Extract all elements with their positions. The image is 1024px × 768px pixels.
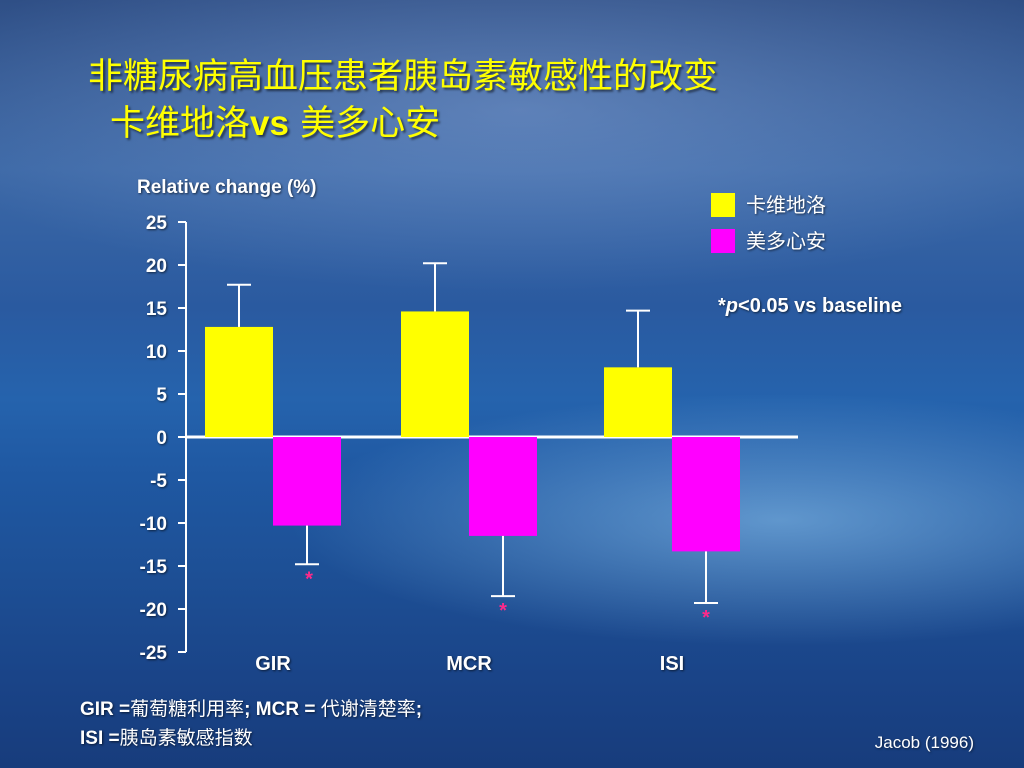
citation: Jacob (1996) — [874, 733, 974, 752]
title-vs: vs — [250, 104, 289, 143]
y-tick-label: 0 — [156, 428, 167, 449]
significance-note: *p<0.05 vs baseline — [718, 295, 902, 317]
y-tick-label: -5 — [150, 471, 167, 492]
significance-note-text: <0.05 vs baseline — [738, 295, 902, 317]
footnote-line2: ISI =胰岛素敏感指数 — [80, 727, 253, 749]
footnote-gir-abbr: GIR = — [80, 699, 131, 720]
footnote-isi-def: 胰岛素敏感指数 — [119, 727, 253, 749]
chart-axes: 25 20 15 10 5 0 -5 -10 -15 -20 -25 — [140, 213, 798, 664]
title-drug-a: 卡维地洛 — [110, 104, 251, 144]
significance-star-gir: * — [305, 568, 313, 590]
legend-swatch-series2 — [711, 229, 735, 253]
bar-gir-series2 — [273, 437, 341, 526]
significance-note-p: p — [725, 295, 738, 317]
footnote-gir-def: 葡萄糖利用率 — [130, 698, 245, 720]
footnote-mcr-def: 代谢清楚率 — [320, 698, 416, 720]
title-drug-b: 美多心安 — [288, 104, 441, 144]
legend-label-series2: 美多心安 — [746, 229, 826, 253]
significance-star-isi: * — [702, 607, 710, 629]
bar-mcr-series1 — [401, 311, 469, 437]
y-tick-label: -20 — [140, 600, 167, 621]
y-tick-label: 20 — [146, 256, 167, 277]
significance-star-mcr: * — [499, 600, 507, 622]
y-tick-label: -15 — [140, 557, 168, 578]
x-category-label-gir: GIR — [255, 653, 291, 675]
x-category-label-mcr: MCR — [446, 653, 492, 675]
footnote-line1: GIR =葡萄糖利用率; MCR = 代谢清楚率; — [80, 698, 423, 720]
y-tick-label: 5 — [156, 385, 167, 406]
bar-isi-series2 — [672, 437, 740, 552]
footnote-isi-abbr: ISI = — [80, 728, 120, 749]
slide-title-line1: 非糖尿病高血压患者胰岛素敏感性的改变 — [88, 57, 719, 97]
chart-bars: * GIR * MCR * ISI — [205, 262, 740, 675]
y-tick-label: -25 — [140, 643, 168, 664]
footnote-mcr-abbr: ; MCR = — [244, 699, 321, 720]
y-axis-title: Relative change (%) — [137, 177, 317, 198]
y-tick-label: 15 — [146, 299, 168, 320]
y-tick-label: -10 — [140, 514, 167, 535]
bar-isi-series1 — [604, 367, 672, 437]
significance-note-star: * — [718, 295, 726, 317]
footnote-sep: ; — [415, 699, 423, 720]
bar-mcr-series2 — [469, 437, 537, 536]
bar-gir-series1 — [205, 326, 273, 437]
slide-title-line2: 卡维地洛vs 美多心安 — [110, 106, 440, 142]
x-category-label-isi: ISI — [660, 653, 684, 675]
y-tick-label: 25 — [146, 213, 168, 234]
legend-swatch-series1 — [711, 193, 735, 217]
legend-label-series1: 卡维地洛 — [746, 193, 826, 217]
y-tick-label: 10 — [146, 342, 167, 363]
